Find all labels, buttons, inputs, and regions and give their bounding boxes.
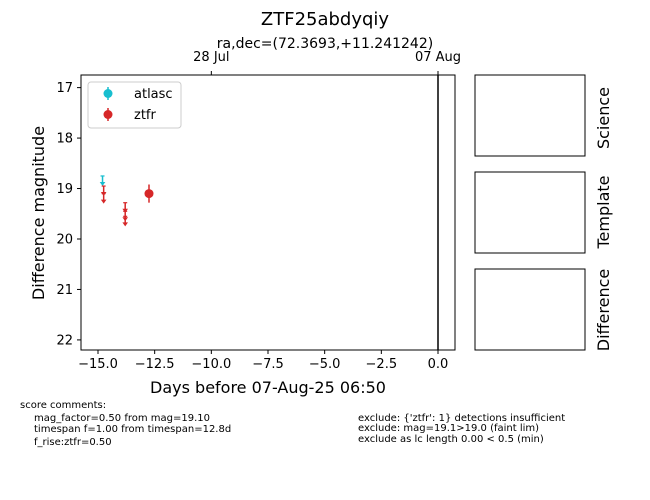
top-tick-label: 07 Aug xyxy=(415,50,461,65)
axes-layer: −15.0 −12.5 −10.0 −7.5 −5.0 −2.5 0.0 17 18 19 20 21… xyxy=(56,50,461,372)
atlasc-upper-limit-arrow xyxy=(99,181,106,186)
comments-heading: score comments: xyxy=(20,400,106,411)
ztfr-point xyxy=(144,189,154,199)
comment-line: timespan f=1.00 from timespan=12.8d xyxy=(34,424,231,435)
science-stamp xyxy=(474,74,586,157)
y-tick-label: 21 xyxy=(56,283,73,298)
y-tick-label: 22 xyxy=(56,333,73,348)
x-tick-label: 0.0 xyxy=(428,357,449,372)
y-tick-label: 20 xyxy=(56,232,73,247)
y-tick-label: 19 xyxy=(56,182,73,197)
legend-atlasc-label: atlasc xyxy=(134,87,173,102)
x-tick-label: −5.0 xyxy=(309,357,341,372)
x-tick-label: −7.5 xyxy=(252,357,284,372)
template-label: Template xyxy=(594,175,613,249)
legend: atlasc ztfr xyxy=(87,81,182,129)
exclude-line: exclude: {'ztfr': 1} detections insuffic… xyxy=(358,413,565,424)
ztfr-upper-limit-arrow xyxy=(100,199,107,204)
difference-stamp xyxy=(474,268,586,351)
y-axis-label: Difference magnitude xyxy=(29,126,48,300)
legend-atlasc-marker xyxy=(103,89,113,98)
stamp-panels: Science Template Difference xyxy=(474,74,613,351)
top-axis-title: ra,dec=(72.3693,+11.241242) xyxy=(217,36,433,52)
x-tick-label: −12.5 xyxy=(135,357,175,372)
legend-ztfr-marker xyxy=(103,110,113,119)
x-tick-label: −10.0 xyxy=(191,357,231,372)
x-axis-label: Days before 07-Aug-25 06:50 xyxy=(150,378,386,397)
data-layer xyxy=(99,75,439,350)
comment-line: f_rise:ztfr=0.50 xyxy=(34,437,112,448)
exclude-line: exclude as lc length 0.00 < 0.5 (min) xyxy=(358,434,544,445)
top-tick-label: 28 Jul xyxy=(193,50,229,65)
legend-ztfr-label: ztfr xyxy=(134,108,156,123)
x-tick-label: −15.0 xyxy=(78,357,118,372)
difference-label: Difference xyxy=(594,269,613,351)
exclude-line: exclude: mag=19.1>19.0 (faint lim) xyxy=(358,423,539,434)
y-tick-label: 18 xyxy=(56,132,73,147)
x-tick-label: −2.5 xyxy=(366,357,398,372)
comment-line: mag_factor=0.50 from mag=19.10 xyxy=(34,413,210,424)
chart-title: ZTF25abdyqiy xyxy=(261,9,390,30)
ztfr-upper-limit-arrow xyxy=(122,222,128,227)
exclude-comments: exclude: {'ztfr': 1} detections insuffic… xyxy=(358,413,565,445)
template-stamp xyxy=(474,171,586,254)
science-label: Science xyxy=(594,87,613,149)
score-comments: score comments: mag_factor=0.50 from mag… xyxy=(20,400,231,448)
y-tick-label: 17 xyxy=(56,81,73,96)
